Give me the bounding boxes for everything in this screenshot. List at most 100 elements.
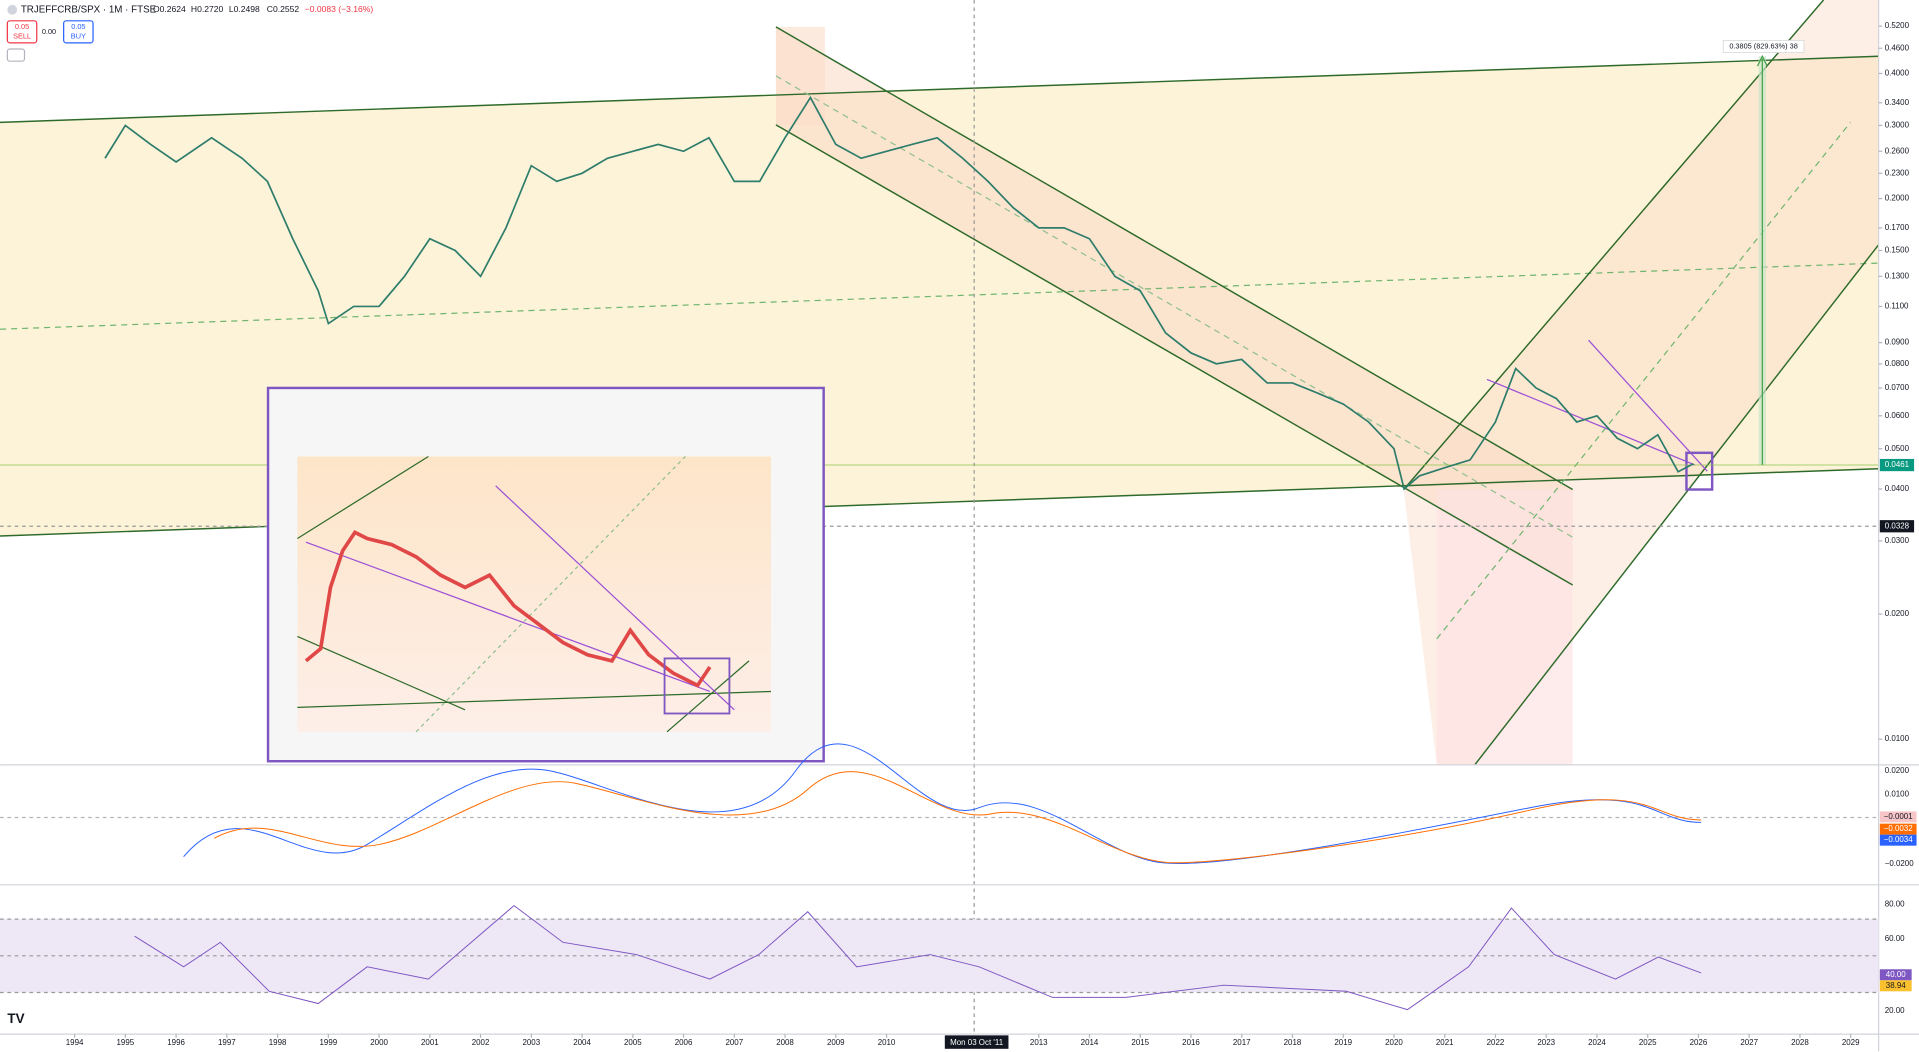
crosshair-date: Mon 03 Oct '11: [950, 1038, 1004, 1047]
macd-value: −0.0034: [1884, 835, 1913, 844]
symbol-icon: [7, 4, 18, 15]
rsi-tag: [1879, 980, 1912, 992]
buy-button[interactable]: [63, 20, 94, 44]
y-tick-label: 0.0500: [1885, 444, 1910, 453]
x-tick-label: 2003: [522, 1038, 540, 1047]
rsi-axis-label: 20.00: [1885, 1006, 1905, 1015]
macd-axis-label: 0.0200: [1885, 766, 1910, 775]
x-tick-label: 2004: [573, 1038, 591, 1047]
x-tick-label: 1999: [320, 1038, 338, 1047]
y-tick-label: 0.1700: [1885, 223, 1910, 232]
x-tick-label: 1994: [66, 1038, 84, 1047]
x-tick-label: 2007: [725, 1038, 743, 1047]
collapse-button[interactable]: [6, 48, 26, 62]
rsi-line: [134, 905, 1702, 1011]
rsi-tag: [1879, 969, 1912, 981]
crosshair-date-tag: [944, 1035, 1009, 1049]
y-tick-label: 0.0800: [1885, 359, 1910, 368]
highlight-box: [1685, 451, 1714, 491]
y-tick-label: 0.0900: [1885, 338, 1910, 347]
inset-line: [305, 541, 711, 693]
x-tick-label: 1996: [167, 1038, 185, 1047]
x-tick-label: 2027: [1740, 1038, 1758, 1047]
x-tick-label: 2016: [1182, 1038, 1200, 1047]
y-tick-label: 0.4600: [1885, 43, 1910, 52]
inset-line: [666, 660, 750, 733]
inset-price: [304, 529, 712, 688]
ohlc-change: −0.0083 (−3.16%): [305, 4, 374, 14]
x-tick-label: 2005: [624, 1038, 642, 1047]
x-tick-label: 2008: [776, 1038, 794, 1047]
shade: [1436, 489, 1573, 765]
x-tick-label: 2013: [1030, 1038, 1048, 1047]
macd-signal-value: −0.0032: [1884, 824, 1913, 833]
inset-line: [297, 455, 429, 540]
crosshair-price: 0.0328: [1885, 521, 1910, 530]
x-tick-label: 2014: [1081, 1038, 1099, 1047]
y-tick-label: 0.4000: [1885, 69, 1910, 78]
signal-line: [213, 771, 1702, 864]
y-tick-label: 0.2300: [1885, 168, 1910, 177]
x-tick-label: 2028: [1791, 1038, 1809, 1047]
macd-tag: [1879, 823, 1917, 835]
macd-axis-label: −0.0200: [1885, 859, 1914, 868]
inset-line: [297, 690, 772, 708]
y-tick-label: 0.3000: [1885, 120, 1910, 129]
measure-arrow: [1756, 54, 1768, 67]
rsi-ma-value: 38.94: [1886, 981, 1906, 990]
x-tick-label: 2001: [421, 1038, 439, 1047]
macd-axis-label: 0.0100: [1885, 789, 1910, 798]
measure-box: [1722, 40, 1805, 53]
inset-line: [415, 456, 686, 733]
macd-line: [183, 743, 1702, 864]
inset-chart: [297, 456, 772, 732]
x-tick-label: 2029: [1842, 1038, 1860, 1047]
y-tick-label: 0.1100: [1885, 302, 1909, 311]
channel-line: [0, 55, 1879, 124]
x-tick-label: 2021: [1436, 1038, 1454, 1047]
x-tick-label: 2023: [1537, 1038, 1555, 1047]
spread: 0.00: [42, 27, 56, 36]
y-tick-label: 0.1300: [1885, 271, 1910, 280]
x-tick-label: 2002: [472, 1038, 490, 1047]
last-price-tag: [1879, 458, 1915, 472]
y-tick-label: 0.2000: [1885, 194, 1910, 203]
sell-button[interactable]: [6, 20, 38, 44]
inset-line: [495, 485, 735, 711]
y-tick-label: 0.0200: [1885, 609, 1910, 618]
rsi-value: 40.00: [1886, 970, 1906, 979]
x-tick-label: 2010: [878, 1038, 896, 1047]
channel-line: [1474, 244, 1880, 766]
rsi-axis-label: 60.00: [1885, 934, 1905, 943]
channel-line: [775, 124, 1574, 586]
sell-label: SELL: [13, 32, 31, 41]
ohlc-low: L0.2498: [229, 4, 260, 14]
trend-line: [1486, 378, 1696, 466]
price-line: [104, 95, 1694, 491]
macd-hist-value: −0.0001: [1884, 812, 1913, 821]
macd-tag: [1879, 811, 1917, 823]
logo: TV: [7, 1011, 24, 1026]
x-tick-label: 1995: [117, 1038, 135, 1047]
rsi-axis-label: 80.00: [1885, 900, 1905, 909]
x-tick-label: 1997: [218, 1038, 236, 1047]
x-tick-label: 2022: [1487, 1038, 1505, 1047]
y-tick-label: 0.5200: [1885, 21, 1910, 30]
y-tick-label: 0.0600: [1885, 411, 1910, 420]
y-tick-label: 0.0400: [1885, 484, 1910, 493]
crosshair-price-tag: [1879, 520, 1915, 533]
buy-price: 0.05: [71, 22, 85, 31]
y-tick-label: 0.0700: [1885, 383, 1910, 392]
symbol[interactable]: TRJEFFCRB/SPX · 1M · FTSE: [21, 4, 157, 15]
macd-tag: [1879, 834, 1917, 846]
x-tick-label: 2025: [1639, 1038, 1657, 1047]
x-tick-label: 2026: [1690, 1038, 1708, 1047]
measure-label: 0.3805 (829.63%) 38: [1729, 41, 1797, 50]
ohlc-close: C0.2552: [267, 4, 300, 14]
sell-price: 0.05: [15, 22, 29, 31]
channel-line: [775, 26, 1574, 491]
x-tick-label: 1998: [269, 1038, 287, 1047]
x-tick-label: 2015: [1131, 1038, 1149, 1047]
